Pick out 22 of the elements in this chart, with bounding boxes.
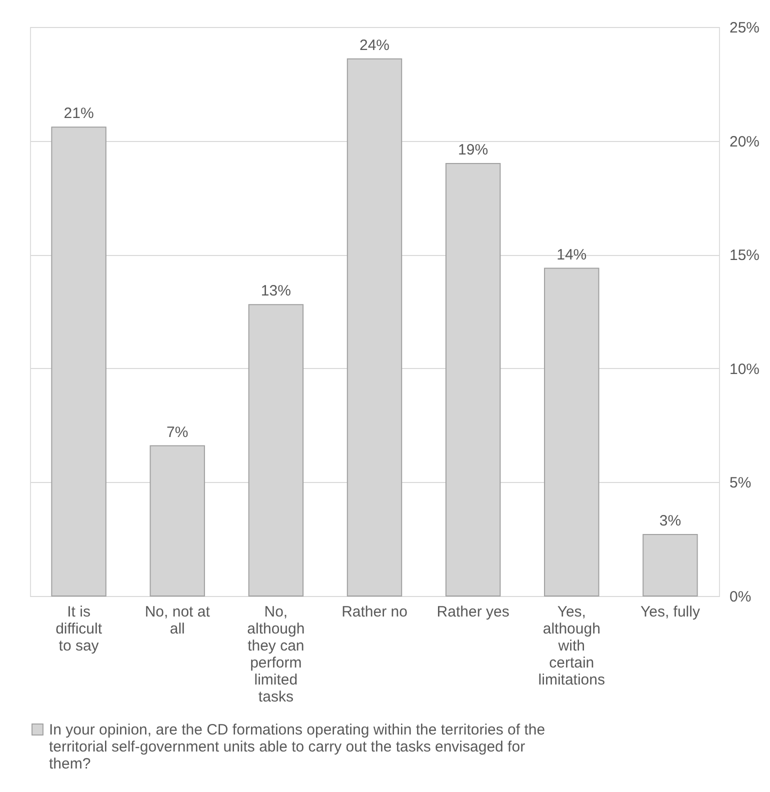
x-tick-label: Yes, fully <box>640 604 700 620</box>
data-label: 19% <box>458 142 488 159</box>
x-tick-label: No, not at all <box>144 604 211 638</box>
legend-label: In your opinion, are the CD formations operating within the territories of the territorial self-government units able to carry out the tasks envisaged for them? <box>49 722 546 772</box>
y-tick-label: 5% <box>730 474 752 492</box>
x-tick-label: No, although they can perform limited tasks <box>247 604 305 706</box>
y-tick-label: 0% <box>730 588 752 606</box>
data-label: 14% <box>556 246 587 264</box>
data-label: 3% <box>659 512 682 530</box>
data-label: 7% <box>166 424 188 441</box>
data-label: 24% <box>359 36 390 54</box>
x-tick-label: Yes, although with certain limitations <box>538 604 605 688</box>
y-tick-label: 15% <box>730 247 760 264</box>
x-tick-label: It is difficult to say <box>56 604 103 654</box>
bar <box>642 534 698 596</box>
data-label: 21% <box>64 105 94 122</box>
y-tick-label: 10% <box>730 360 760 378</box>
x-tick-label: Rather no <box>342 604 408 620</box>
x-tick-label: Rather yes <box>436 604 510 620</box>
y-tick-label: 20% <box>730 133 760 150</box>
y-tick-label: 25% <box>730 20 760 36</box>
data-label: 13% <box>260 282 291 300</box>
